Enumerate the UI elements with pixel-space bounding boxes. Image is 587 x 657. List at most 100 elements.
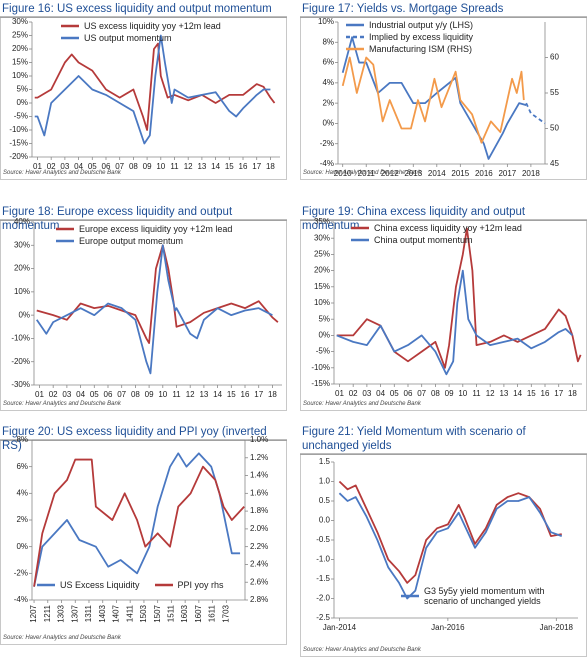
chart-title: Figure 16: US excess liquidity and outpu… — [2, 3, 272, 15]
y-tick-label: 20% — [12, 44, 28, 53]
x-tick-label: 1603 — [180, 604, 189, 622]
x-tick-label: 01 — [335, 389, 344, 398]
y-tick-label: 5% — [318, 314, 330, 323]
y2-tick-label: 1.6% — [250, 488, 268, 497]
legend-entry: Industrial output y/y (LHS) — [345, 20, 540, 30]
x-tick-label: 2013 — [404, 169, 422, 178]
x-tick-label: 03 — [60, 162, 69, 171]
series-line — [341, 56, 525, 144]
chart-title: Figure 21: Yield Momentum with scenario … — [302, 426, 526, 452]
y-tick-label: 0% — [16, 542, 28, 551]
x-tick-label: 14 — [213, 390, 222, 399]
x-tick-label: 18 — [266, 162, 275, 171]
y-tick-label: 15% — [12, 58, 28, 67]
legend-label: US output momentum — [84, 33, 172, 43]
x-tick-label: 1507 — [153, 604, 162, 622]
y-tick-label: 40% — [14, 217, 30, 226]
x-tick-label: 2015 — [451, 169, 469, 178]
x-tick-label: 17 — [254, 390, 263, 399]
x-tick-label: 09 — [145, 390, 154, 399]
y2-tick-label: 45 — [550, 159, 559, 168]
y-tick-label: 2% — [322, 98, 334, 107]
legend-swatch — [351, 226, 369, 230]
x-tick-label: 05 — [90, 390, 99, 399]
y-tick-label: -4% — [320, 159, 334, 168]
legend-swatch — [61, 24, 79, 28]
y-tick-label: 0% — [16, 98, 28, 107]
y-tick-label: 30% — [12, 17, 28, 26]
x-tick-label: 04 — [376, 389, 385, 398]
legend-swatch — [346, 47, 364, 51]
chart-title: Figure 17: Yields vs. Mortgage Spreads — [302, 3, 504, 15]
x-tick-label: 08 — [129, 162, 138, 171]
y-tick-label: -1.5 — [316, 574, 330, 583]
x-tick-label: 14 — [211, 162, 220, 171]
y-tick-label: -2.0 — [316, 594, 330, 603]
legend-swatch — [61, 36, 79, 40]
x-tick-label: 07 — [115, 162, 124, 171]
legend-entry: US Excess Liquidity — [36, 580, 140, 590]
y-tick-label: 10% — [14, 287, 30, 296]
x-tick-label: 1411 — [125, 604, 134, 622]
y-tick-label: -30% — [11, 380, 30, 389]
y-tick-label: 20% — [14, 264, 30, 273]
legend: China excess liquidity yoy +12m lead Chin… — [350, 223, 575, 245]
legend-label: US excess liquidity yoy +12m lead — [84, 21, 221, 31]
x-tick-label: 04 — [74, 162, 83, 171]
x-tick-label: 08 — [131, 390, 140, 399]
y-tick-label: 0.0 — [319, 516, 331, 525]
y2-tick-label: 2.2% — [250, 542, 268, 551]
x-tick-label: 12 — [186, 390, 195, 399]
legend-label: Europe excess liquidity yoy +12m lead — [79, 224, 233, 234]
legend-swatch — [401, 594, 419, 598]
y-tick-label: 4% — [16, 488, 28, 497]
x-tick-label: 2017 — [498, 169, 516, 178]
y-tick-label: -10% — [11, 334, 30, 343]
x-tick-label: 12 — [486, 389, 495, 398]
x-tick-label: 18 — [268, 390, 277, 399]
x-tick-label: 11 — [472, 389, 481, 398]
x-tick-label: 02 — [49, 390, 58, 399]
y-tick-label: 6% — [322, 58, 334, 67]
chart-title: Figure 18: Europe excess liquidity and o… — [2, 206, 233, 232]
legend-swatch — [37, 583, 55, 587]
x-tick-label: 2012 — [381, 169, 399, 178]
legend-label: Manufacturing ISM (RHS) — [369, 44, 473, 54]
legend-swatch — [351, 238, 369, 242]
y-tick-label: -20% — [11, 357, 30, 366]
series-line — [338, 480, 562, 584]
legend-swatch — [56, 227, 74, 231]
series-line — [336, 269, 574, 376]
x-tick-label: 15 — [225, 162, 234, 171]
y-tick-label: 6% — [16, 462, 28, 471]
legend-swatch — [56, 239, 74, 243]
legend-entry: China output momentum — [350, 235, 575, 245]
y-tick-label: 1.5 — [319, 457, 331, 466]
legend-swatch — [346, 23, 364, 27]
x-tick-label: 2016 — [475, 169, 493, 178]
y-tick-label: 0% — [322, 119, 334, 128]
x-tick-label: 15 — [527, 389, 536, 398]
legend-label: G3 5y5y yield momentum with scenario of … — [424, 586, 545, 606]
y2-tick-label: 60 — [550, 53, 559, 62]
legend-entry: Europe excess liquidity yoy +12m lead — [55, 224, 275, 234]
legend: US Excess Liquidity PPI yoy rhs — [36, 580, 246, 590]
x-tick-label: 11 — [170, 162, 179, 171]
x-tick-label: Jan-2016 — [431, 623, 465, 632]
series-line — [33, 458, 245, 587]
chart-title: Figure 20: US excess liquidity and PPI y… — [2, 426, 267, 452]
series-line — [34, 34, 271, 145]
y2-tick-label: 2.6% — [250, 577, 268, 586]
x-tick-label: 09 — [445, 389, 454, 398]
x-tick-label: 08 — [431, 389, 440, 398]
source-note: Source: Haver Analytics and Deutsche Ban… — [3, 170, 121, 176]
x-tick-label: 02 — [47, 162, 56, 171]
x-tick-label: 06 — [404, 389, 413, 398]
y2-tick-label: 1.8% — [250, 506, 268, 515]
y-tick-label: 1.0 — [319, 477, 331, 486]
y-tick-label: 8% — [16, 435, 28, 444]
x-tick-label: 16 — [541, 389, 550, 398]
y-tick-label: -15% — [9, 139, 28, 148]
y-tick-label: 10% — [318, 17, 334, 26]
